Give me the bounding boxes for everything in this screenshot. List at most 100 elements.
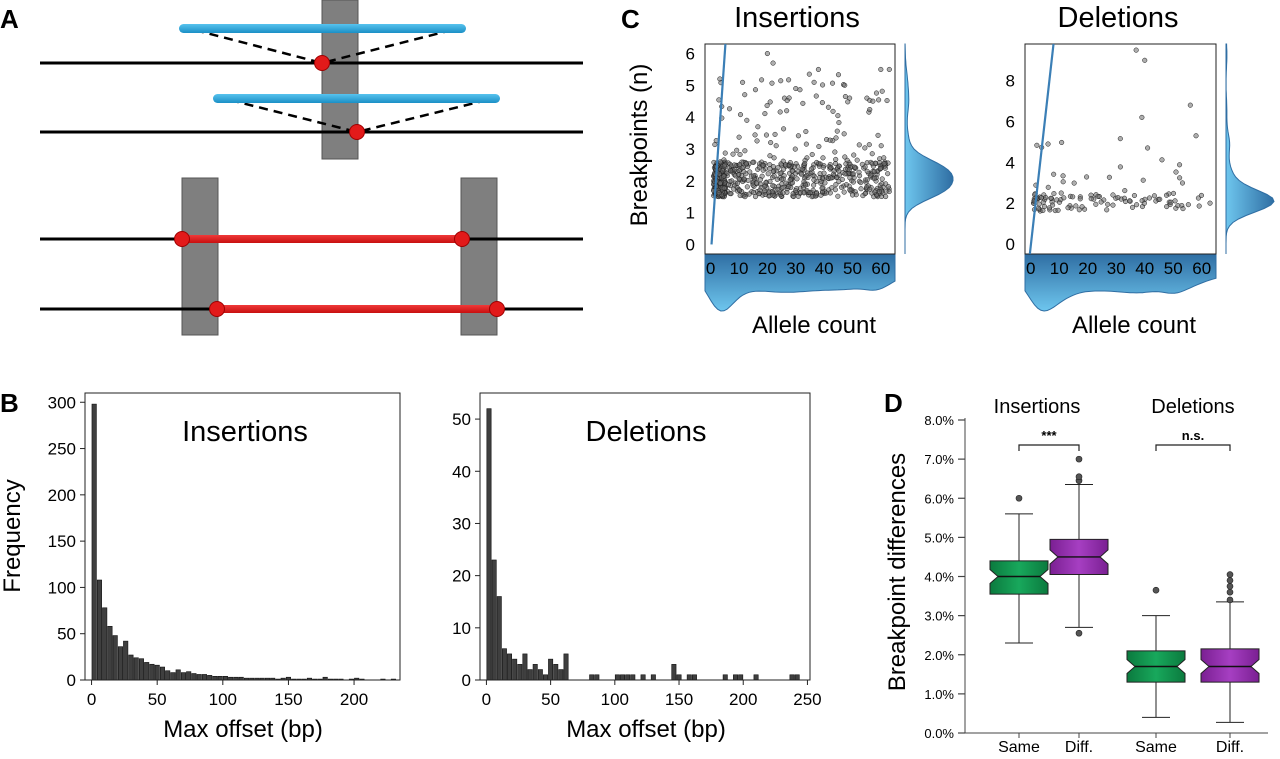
histogram-bar (222, 675, 228, 681)
scatter-point (770, 60, 776, 66)
scatter-point (830, 108, 836, 114)
histogram-bar (191, 673, 197, 681)
histogram-bar (594, 674, 600, 681)
histogram-bar (543, 674, 548, 681)
scatter-point (1043, 194, 1049, 201)
x-tick-label: 0 (1026, 259, 1035, 278)
scatter-point (822, 180, 828, 186)
histogram-bar (512, 658, 518, 681)
scatter-point (1168, 199, 1174, 205)
scatter-point (1035, 205, 1042, 211)
histogram-bar (196, 674, 202, 681)
y-tick-label: 300 (48, 393, 76, 412)
y-tick-label: 4 (1006, 153, 1015, 172)
scatter-point (820, 82, 826, 88)
scatter-point (856, 142, 862, 148)
scatter-point (730, 151, 736, 157)
panel-label-d: D (884, 388, 903, 418)
scatter-point (1065, 205, 1071, 211)
histogram-bar (144, 662, 150, 681)
scatter-point (727, 178, 733, 185)
scatter-point (1088, 196, 1094, 202)
x-tick-label: 200 (729, 690, 757, 709)
scatter-point (1070, 194, 1076, 200)
scatter-point (726, 106, 733, 112)
scatter-point (750, 159, 756, 165)
scatter-point (802, 160, 808, 167)
histogram-deletions-frame (479, 392, 811, 681)
scatter-point (815, 66, 821, 72)
y-tick-label: 3 (686, 140, 695, 159)
dashed-link (356, 98, 488, 134)
scatter-point (1104, 207, 1110, 213)
scatter-point (843, 182, 849, 188)
y-tick-label: 20 (452, 567, 471, 586)
scatter-point (1127, 198, 1133, 204)
histogram-deletions-xlabel: Max offset (bp) (566, 716, 726, 743)
breakpoints-density (1225, 43, 1275, 254)
scatter-point (829, 80, 836, 86)
scatter-point (770, 183, 776, 189)
histogram-bar (507, 653, 512, 681)
scatter-point (777, 170, 783, 176)
scatter-point (876, 97, 882, 103)
scatter-point (1196, 203, 1202, 209)
scatter-point (716, 190, 722, 196)
scatter-point (878, 66, 884, 72)
scatter-point (879, 181, 885, 187)
scatter-point (838, 184, 845, 190)
scatter-point (720, 168, 726, 174)
scatter-point (792, 188, 799, 194)
scatter-point (767, 153, 773, 159)
scatter-point (1187, 102, 1193, 108)
breakpoint-dot (349, 124, 365, 140)
scatter-point (1198, 192, 1205, 198)
scatter-insertions-xlabel: Allele count (752, 312, 876, 339)
scatter-point (762, 183, 768, 189)
x-tick-label: 40 (1135, 259, 1154, 278)
scatter-point (868, 172, 874, 178)
scatter-point (721, 163, 727, 169)
scatter-point (1164, 204, 1170, 210)
scatter-point (751, 189, 757, 195)
scatter-point (803, 141, 809, 147)
insertion-segment-2 (213, 94, 500, 103)
scatter-point (841, 131, 847, 137)
histogram-bar (91, 403, 97, 681)
breakpoint-dot (489, 301, 505, 317)
histogram-bar (650, 674, 656, 681)
scatter-point (795, 133, 801, 139)
scatter-point (1122, 198, 1129, 205)
scatter-point (1134, 202, 1140, 208)
scatter-point (825, 104, 831, 110)
x-tick-label: Same (998, 739, 1040, 756)
scatter-point (832, 149, 838, 155)
scatter-point (878, 143, 884, 149)
scatter-point (1193, 133, 1199, 139)
histogram-bar (563, 653, 569, 681)
scatter-point (771, 155, 777, 161)
breakpoint-dot (314, 55, 330, 71)
histogram-bar (794, 674, 800, 681)
scatter-point (755, 124, 761, 130)
histogram-bar (753, 674, 759, 681)
scatter-point (1133, 47, 1139, 53)
scatter-point (846, 167, 852, 173)
scatter-point (770, 169, 776, 175)
x-tick-label: 100 (209, 690, 237, 709)
scatter-point (769, 189, 775, 195)
scatter-point (746, 191, 752, 197)
scatter-point (727, 191, 733, 197)
scatter-point (823, 190, 829, 196)
scatter-point (1175, 203, 1181, 209)
scatter-point (728, 168, 734, 174)
scatter-point (717, 159, 723, 165)
scatter-point (732, 167, 738, 173)
scatter-point (852, 164, 858, 170)
y-tick-label: 8.0% (924, 413, 954, 428)
x-tick-label: 150 (274, 690, 302, 709)
deletion-segment-2 (217, 305, 497, 313)
scatter-point (876, 160, 883, 166)
scatter-point (1038, 195, 1044, 201)
scatter-point (717, 180, 723, 186)
